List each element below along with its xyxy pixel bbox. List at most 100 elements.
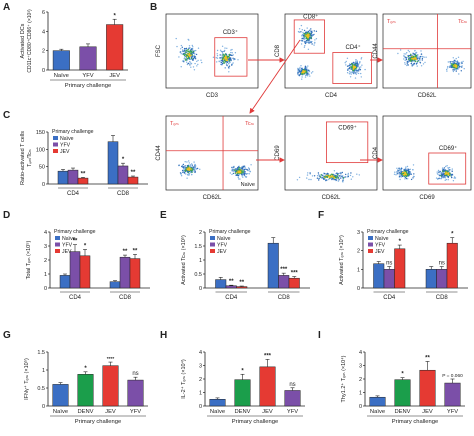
- quadrant-label: Tₑₘ: [170, 121, 179, 127]
- event-dot: [334, 176, 336, 178]
- event-dot: [180, 48, 182, 50]
- event-dot: [189, 164, 191, 166]
- event-dot: [186, 58, 189, 60]
- event-dot: [186, 61, 188, 63]
- event-dot: [221, 63, 223, 66]
- event-dot: [183, 61, 185, 63]
- event-dot: [232, 57, 234, 59]
- event-dot: [346, 65, 349, 67]
- event-dot: [318, 179, 320, 181]
- event-dot: [403, 55, 405, 58]
- event-dot: [231, 54, 233, 57]
- event-dot: [415, 52, 417, 54]
- event-dot: [458, 67, 460, 69]
- event-dot: [310, 178, 312, 181]
- quadrant-label: Tcₘ: [245, 121, 255, 127]
- x-category-label: DENV: [234, 409, 250, 415]
- plot-frame: [165, 115, 259, 191]
- significance-label: **: [81, 171, 86, 177]
- event-dot: [242, 176, 244, 178]
- panel-letter-f: F: [318, 210, 324, 221]
- gate-box: [325, 121, 369, 164]
- event-dot: [182, 49, 184, 51]
- event-dot: [300, 43, 303, 45]
- event-dot: [454, 60, 457, 63]
- event-dot: [188, 160, 190, 162]
- event-dot: [355, 67, 358, 69]
- chart-panel-h: 0 1 2 3 4 IL-2⁺ Tₑₘ (×10⁴) Naïve * DENV *** JEV ns Y…: [180, 350, 305, 425]
- y-tick-label: 3: [199, 364, 202, 370]
- event-dot: [190, 63, 193, 65]
- significance-label: ***: [291, 271, 299, 277]
- event-dot: [349, 70, 351, 73]
- event-dot: [190, 163, 193, 165]
- legend-label: YFV: [60, 143, 71, 149]
- event-dot: [437, 173, 439, 175]
- event-dot: [241, 168, 243, 170]
- event-dot: [336, 174, 339, 176]
- gate-label: CD69⁺: [338, 124, 357, 131]
- panel-letter-e: E: [160, 210, 167, 221]
- event-dot: [447, 176, 449, 178]
- event-dot: [407, 64, 409, 66]
- event-dot: [405, 166, 407, 168]
- event-dot: [309, 32, 311, 35]
- y-tick-label: 0.5: [194, 272, 202, 278]
- event-dot: [306, 41, 308, 44]
- event-dot: [447, 65, 449, 68]
- event-dot: [360, 72, 362, 75]
- event-dot: [192, 55, 194, 57]
- gate-label: CD8⁺: [303, 13, 318, 20]
- gate-label: CD4⁺: [345, 44, 360, 51]
- y-tick-label: 1: [359, 391, 362, 397]
- event-dot: [405, 57, 407, 59]
- event-dot: [360, 58, 362, 60]
- significance-label: ns: [132, 371, 138, 377]
- event-dot: [454, 177, 457, 179]
- event-dot: [342, 179, 344, 182]
- event-dot: [304, 76, 307, 78]
- legend-label: JEV: [60, 149, 70, 155]
- event-dot: [301, 76, 303, 78]
- event-dot: [459, 65, 462, 68]
- event-dot: [237, 166, 239, 169]
- legend-swatch: [55, 236, 60, 240]
- event-dot: [188, 45, 191, 47]
- event-dot: [423, 56, 425, 58]
- event-dot: [419, 62, 422, 64]
- event-dot: [183, 59, 185, 62]
- event-dot: [452, 66, 454, 68]
- bar-yfv: [127, 379, 144, 407]
- bar-naive: [52, 384, 69, 407]
- event-dot: [303, 37, 305, 39]
- bar-cd4-naive: [215, 279, 227, 289]
- significance-label: ***: [264, 353, 272, 359]
- event-dot: [412, 164, 415, 166]
- event-dot: [405, 173, 407, 175]
- event-dot: [231, 64, 233, 66]
- event-dot: [191, 171, 193, 173]
- event-dot: [304, 67, 306, 69]
- event-dot: [460, 70, 462, 72]
- legend-swatch: [210, 242, 215, 247]
- event-dot: [394, 171, 396, 173]
- event-dot: [441, 173, 443, 175]
- event-dot: [234, 172, 236, 174]
- event-dot: [347, 174, 349, 176]
- event-dot: [399, 49, 402, 51]
- event-dot: [218, 60, 220, 63]
- event-dot: [245, 168, 247, 170]
- event-dot: [328, 176, 330, 179]
- event-dot: [221, 62, 224, 65]
- event-dot: [303, 32, 305, 35]
- legend-label: YFV: [217, 243, 228, 249]
- event-dot: [248, 168, 250, 170]
- event-dot: [196, 60, 198, 63]
- event-dot: [237, 59, 239, 61]
- y-tick-label: 3: [44, 244, 47, 250]
- x-axis-label: Primary challenge: [232, 419, 278, 425]
- event-dot: [313, 42, 316, 44]
- y-tick-label: 0: [42, 68, 45, 74]
- event-dot: [301, 29, 303, 31]
- event-dot: [236, 168, 238, 170]
